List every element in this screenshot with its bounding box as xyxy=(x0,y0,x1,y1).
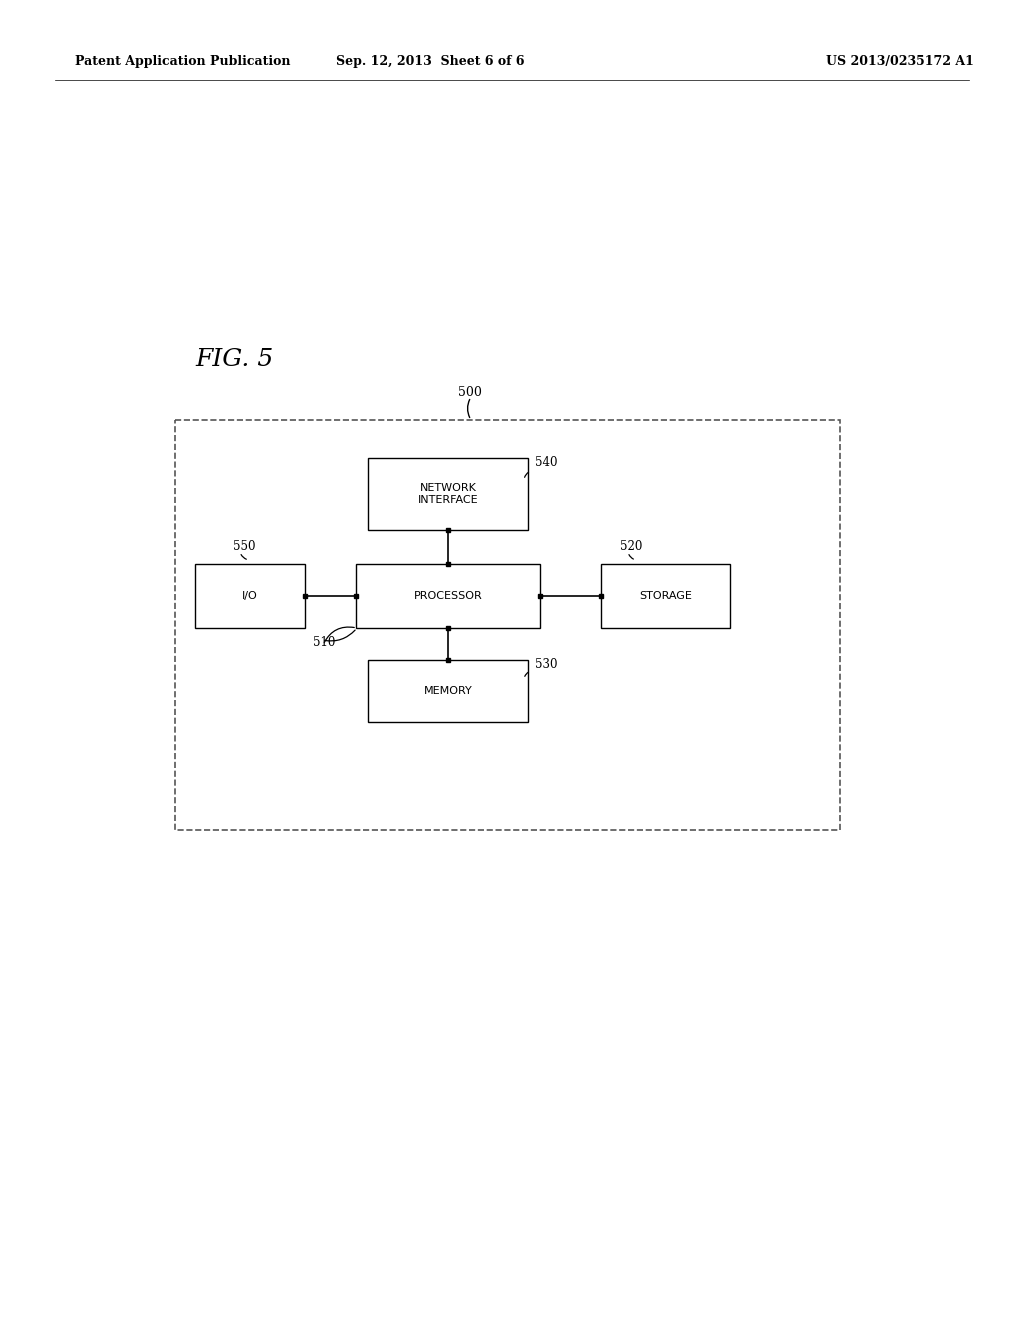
Text: 510: 510 xyxy=(313,635,336,648)
Bar xyxy=(356,564,540,628)
Bar xyxy=(195,564,305,628)
Bar xyxy=(538,594,542,598)
Text: I/O: I/O xyxy=(242,591,258,601)
Bar xyxy=(354,594,358,598)
Bar xyxy=(368,458,528,531)
Text: 540: 540 xyxy=(535,455,557,469)
Bar xyxy=(175,420,840,830)
Text: MEMORY: MEMORY xyxy=(424,686,472,696)
Bar xyxy=(303,594,307,598)
Text: Sep. 12, 2013  Sheet 6 of 6: Sep. 12, 2013 Sheet 6 of 6 xyxy=(336,55,524,69)
Bar xyxy=(446,562,450,566)
Bar xyxy=(599,594,603,598)
Text: 530: 530 xyxy=(535,659,557,672)
Bar xyxy=(446,626,450,630)
Text: STORAGE: STORAGE xyxy=(639,591,692,601)
Bar xyxy=(446,657,450,663)
Text: 520: 520 xyxy=(620,540,642,553)
Text: PROCESSOR: PROCESSOR xyxy=(414,591,482,601)
Text: NETWORK
INTERFACE: NETWORK INTERFACE xyxy=(418,483,478,504)
Text: 550: 550 xyxy=(233,540,256,553)
Text: Patent Application Publication: Patent Application Publication xyxy=(75,55,291,69)
Bar xyxy=(601,564,730,628)
Text: FIG. 5: FIG. 5 xyxy=(195,348,273,371)
Text: US 2013/0235172 A1: US 2013/0235172 A1 xyxy=(826,55,974,69)
Text: 500: 500 xyxy=(458,385,482,399)
Bar xyxy=(368,660,528,722)
Bar xyxy=(446,528,450,532)
